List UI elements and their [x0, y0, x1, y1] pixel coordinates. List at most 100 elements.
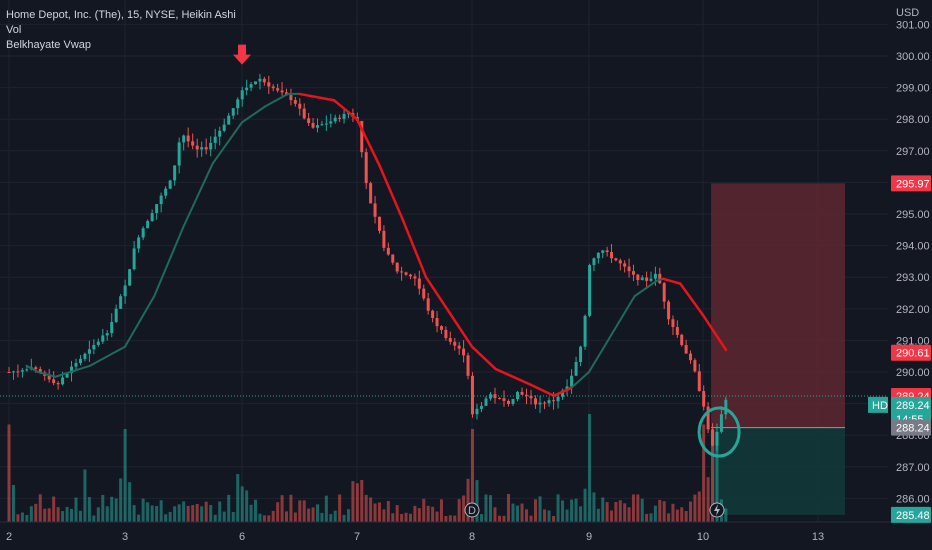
price-tag-background [891, 506, 931, 523]
vwap-segment [211, 121, 243, 165]
candle-body [525, 394, 529, 396]
candle-body [267, 82, 271, 87]
candle-body [105, 333, 109, 336]
date-tick-label: 10 [697, 531, 709, 543]
volume-bar [605, 502, 609, 522]
volume-bar [552, 515, 556, 522]
candle-body [70, 366, 74, 374]
volume-bar [448, 515, 452, 522]
chart-markers: D [233, 44, 741, 518]
volume-bar [141, 498, 145, 522]
volume-bar [110, 496, 114, 522]
volume-bar [417, 508, 421, 522]
candle-body [719, 414, 723, 432]
candle-body [408, 274, 412, 277]
volume-bar [466, 478, 470, 522]
volume-bar [101, 494, 105, 522]
candle-body [431, 310, 435, 318]
candle-body [502, 398, 506, 401]
volume-bar [280, 495, 284, 522]
volume-bar [529, 515, 533, 522]
lightning-icon [714, 504, 720, 516]
candle-body [258, 78, 262, 82]
price-tags: 295.97290.61289.24HD289.2414:55288.24285… [868, 175, 931, 523]
belkhayate-vwap-line [25, 92, 728, 397]
volume-bar [70, 508, 74, 522]
vwap-segment [298, 92, 336, 102]
candle-body [435, 317, 439, 327]
candle-body [200, 147, 204, 150]
volume-bar [351, 481, 355, 522]
candle-body [186, 135, 190, 142]
candle-body [462, 348, 466, 356]
volume-bar [315, 504, 319, 522]
volume-bar [502, 515, 506, 522]
volume-bar [119, 478, 123, 522]
volume-bar [195, 504, 199, 522]
candle-body [150, 213, 154, 221]
candle-body [377, 216, 381, 231]
volume-bar [7, 424, 11, 522]
stop-loss-zone [711, 183, 845, 428]
candle-body [141, 228, 145, 238]
volume-bar [588, 414, 592, 522]
volume-bar [258, 513, 262, 522]
volume-bar [355, 483, 359, 522]
price-tick-label: 300.00 [896, 51, 930, 63]
volume-bar [168, 511, 172, 522]
vwap-indicator-label[interactable]: Belkhayate Vwap [6, 39, 91, 51]
candle-body [87, 349, 91, 354]
candle-body [276, 88, 280, 91]
candle-body [592, 258, 596, 266]
dividend-event-icon [464, 502, 480, 518]
volume-bar [534, 499, 538, 522]
volume-bar [631, 494, 635, 522]
candle-body [195, 145, 199, 150]
symbol-tag: HD [872, 400, 888, 412]
candle-body [583, 315, 587, 347]
candle-body [262, 78, 266, 83]
position-zones [711, 183, 845, 515]
volume-bar [547, 510, 551, 522]
date-tick-label: 7 [354, 531, 360, 543]
volume-bar [298, 500, 302, 522]
volume-bar [338, 494, 342, 522]
volume-bar [662, 501, 666, 522]
vwap-segment [447, 310, 474, 348]
volume-bar [618, 500, 622, 522]
candle-body [7, 372, 11, 373]
symbol-title[interactable]: Home Depot, Inc. (The), 15, NYSE, Heikin… [6, 9, 236, 21]
date-tick-label: 13 [812, 531, 824, 543]
candle-body [588, 265, 592, 316]
volume-bar [96, 507, 100, 522]
volume-bar [200, 506, 204, 522]
volume-bar [484, 494, 488, 522]
candle-body [315, 125, 319, 128]
candle-body [20, 370, 24, 372]
volume-bar [453, 515, 457, 522]
volume-bar [697, 491, 701, 522]
candle-body [280, 90, 284, 93]
candle-body [289, 95, 293, 101]
vwap-segment [25, 364, 39, 373]
candle-body [159, 195, 163, 205]
price-tick-label: 299.00 [896, 83, 930, 95]
volume-bar [689, 501, 693, 522]
candle-body [271, 86, 275, 89]
volume-indicator-label[interactable]: Vol [6, 24, 22, 36]
volume-bar [43, 508, 47, 522]
candle-body [570, 375, 574, 387]
candle-body [693, 360, 697, 372]
volume-bar [164, 514, 168, 522]
vwap-segment [124, 295, 156, 348]
date-tick-label: 9 [586, 531, 592, 543]
candle-body [596, 252, 600, 259]
candle-body [132, 248, 136, 270]
vwap-segment [494, 367, 532, 386]
take-profit-zone [711, 427, 845, 515]
candle-body [92, 344, 96, 350]
volume-bar [693, 494, 697, 522]
volume-bar [570, 499, 574, 522]
symbol-tag-background [868, 396, 888, 413]
